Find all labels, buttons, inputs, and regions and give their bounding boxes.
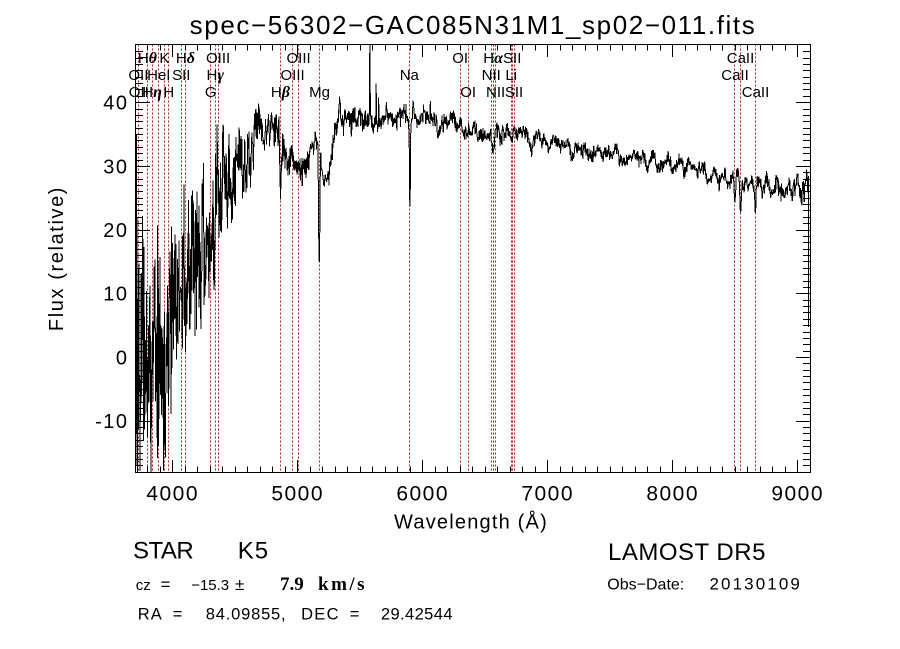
svg-text:cz: cz [136,577,151,594]
svg-text:=: = [161,575,171,594]
svg-text:±: ± [235,575,244,594]
svg-text:DEC: DEC [301,605,340,623]
svg-text:Flux (relative): Flux (relative) [46,186,68,331]
svg-text:OI: OI [460,84,476,101]
svg-text:NII: NII [486,84,505,101]
svg-text:4000: 4000 [146,483,199,506]
svg-text:Hδ: Hδ [176,50,195,67]
svg-text:OI: OI [452,50,468,67]
svg-text:10: 10 [103,284,128,306]
svg-text:Hβ: Hβ [271,84,291,101]
svg-text:SII: SII [503,50,521,67]
svg-text:8000: 8000 [646,483,699,506]
svg-text:Obs−Date:: Obs−Date: [607,577,684,594]
svg-text:OII: OII [129,84,149,101]
svg-text:CaII: CaII [721,67,749,84]
svg-text:OII: OII [128,67,148,84]
svg-text:SII: SII [172,67,190,84]
svg-text:Hγ: Hγ [207,67,225,84]
svg-text:6000: 6000 [396,483,449,506]
svg-text:km/s: km/s [318,574,367,595]
svg-text:G: G [205,84,217,101]
svg-text:K5: K5 [238,538,269,565]
svg-text:=: = [350,605,360,623]
svg-text:29.42544: 29.42544 [381,605,453,623]
svg-text:H: H [163,84,174,101]
svg-text:84.09855,: 84.09855, [206,605,287,623]
svg-text:20130109: 20130109 [710,575,802,594]
svg-text:=: = [173,605,183,623]
svg-text:K: K [159,50,169,67]
svg-text:20: 20 [103,220,128,242]
svg-text:9000: 9000 [771,483,824,506]
svg-text:CaII: CaII [727,50,755,67]
svg-text:Li: Li [505,67,517,84]
svg-text:RA: RA [138,605,163,623]
svg-text:Hη: Hη [142,84,162,101]
svg-text:Mg: Mg [309,84,330,101]
svg-text:7000: 7000 [521,483,574,506]
svg-text:CaII: CaII [742,84,770,101]
svg-text:0: 0 [116,347,129,369]
svg-text:HeI: HeI [147,67,170,84]
svg-text:STAR: STAR [133,538,193,565]
svg-text:Hθ: Hθ [138,50,158,67]
svg-text:Hα: Hα [483,50,504,67]
svg-text:30: 30 [103,156,128,178]
svg-text:NII: NII [482,67,501,84]
svg-text:−15.3: −15.3 [191,577,229,594]
svg-text:SII: SII [505,84,523,101]
svg-text:40: 40 [103,93,128,115]
svg-text:Na: Na [400,67,420,84]
svg-text:OIII: OIII [287,50,311,67]
svg-text:7.9: 7.9 [280,574,304,595]
svg-text:5000: 5000 [271,483,324,506]
svg-text:OIII: OIII [281,67,305,84]
svg-text:LAMOST DR5: LAMOST DR5 [608,539,766,566]
svg-text:OIII: OIII [206,50,230,67]
svg-text:spec−56302−GAC085N31M1_sp02−01: spec−56302−GAC085N31M1_sp02−011.fits [190,10,757,40]
svg-text:Wavelength (Å): Wavelength (Å) [394,510,548,533]
svg-text:-10: -10 [95,411,128,433]
